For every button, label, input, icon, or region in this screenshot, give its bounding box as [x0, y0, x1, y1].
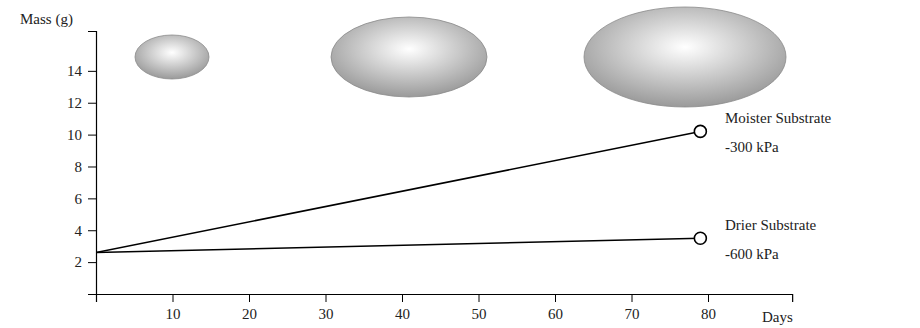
x-axis-title: Days	[762, 309, 793, 325]
tick-mark	[173, 294, 174, 302]
tick-mark	[88, 230, 96, 231]
tick: 40	[395, 294, 410, 322]
tick: 14	[67, 63, 96, 79]
ellipse	[584, 7, 786, 107]
tick: 2	[75, 254, 97, 270]
tick-label: 2	[75, 254, 83, 270]
tick: 60	[548, 294, 563, 322]
tick: 10	[67, 127, 96, 143]
series-line	[96, 131, 700, 252]
tick-label: 10	[166, 306, 181, 322]
tick-mark	[708, 294, 709, 302]
tick-label: 20	[242, 306, 257, 322]
tick-label: 50	[472, 306, 487, 322]
tick: 30	[319, 294, 334, 322]
tick-label: 4	[75, 223, 83, 239]
ellipse	[331, 17, 487, 97]
tick-mark	[479, 294, 480, 302]
tick-label: 10	[67, 127, 82, 143]
tick: 4	[75, 223, 97, 239]
tick-label: 60	[548, 306, 563, 322]
decorations	[135, 7, 786, 107]
marker	[694, 125, 706, 137]
tick-mark	[88, 71, 96, 72]
series-label: Drier Substrate	[725, 217, 817, 233]
series-label: Moister Substrate	[725, 110, 832, 126]
tick: 6	[75, 191, 97, 207]
axis-line	[88, 32, 97, 295]
tick: 10	[166, 294, 181, 322]
tick: 12	[67, 95, 96, 111]
tick: 80	[701, 294, 716, 322]
tick: 70	[625, 294, 640, 322]
tick-label: 12	[67, 95, 82, 111]
tick-mark	[555, 294, 556, 302]
tick-mark	[88, 262, 96, 263]
tick: 20	[242, 294, 257, 322]
tick-label: 6	[75, 191, 83, 207]
tick-label: 70	[625, 306, 640, 322]
annotation: -600 kPa	[725, 246, 779, 262]
tick-label: 40	[395, 306, 410, 322]
tick-mark	[88, 166, 96, 167]
tick: 8	[75, 159, 97, 175]
axis-line	[97, 295, 793, 303]
y-axis-title: Mass (g)	[20, 11, 73, 28]
tick-mark	[326, 294, 327, 302]
tick-mark	[88, 198, 96, 199]
series-line	[96, 238, 700, 252]
tick-label: 80	[701, 306, 716, 322]
tick-mark	[632, 294, 633, 302]
tick-mark	[88, 103, 96, 104]
marker	[694, 232, 706, 244]
chart: 10 20 30 40 50 60 70 80 2 4 6 8 10 12 14 Mass (g) Days Mo…	[0, 0, 920, 328]
tick-label: 8	[75, 159, 83, 175]
plot-area	[96, 125, 706, 252]
tick: 50	[472, 294, 487, 322]
tick-label: 14	[67, 63, 83, 79]
y-axis: 2 4 6 8 10 12 14	[67, 32, 97, 295]
tick-mark	[402, 294, 403, 302]
tick-mark	[249, 294, 250, 302]
annotation: -300 kPa	[725, 139, 779, 155]
x-axis: 10 20 30 40 50 60 70 80	[97, 294, 793, 322]
ellipse	[135, 35, 209, 79]
tick-mark	[88, 135, 96, 136]
tick-label: 30	[319, 306, 334, 322]
